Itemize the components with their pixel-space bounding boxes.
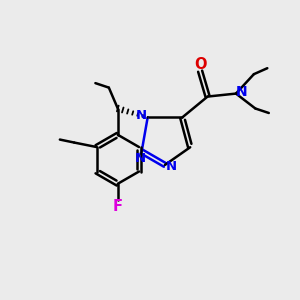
- Text: N: N: [166, 160, 177, 173]
- Text: O: O: [194, 57, 206, 72]
- Text: N: N: [135, 152, 146, 165]
- Text: N: N: [236, 85, 247, 99]
- Text: N: N: [136, 110, 147, 122]
- Text: F: F: [113, 199, 123, 214]
